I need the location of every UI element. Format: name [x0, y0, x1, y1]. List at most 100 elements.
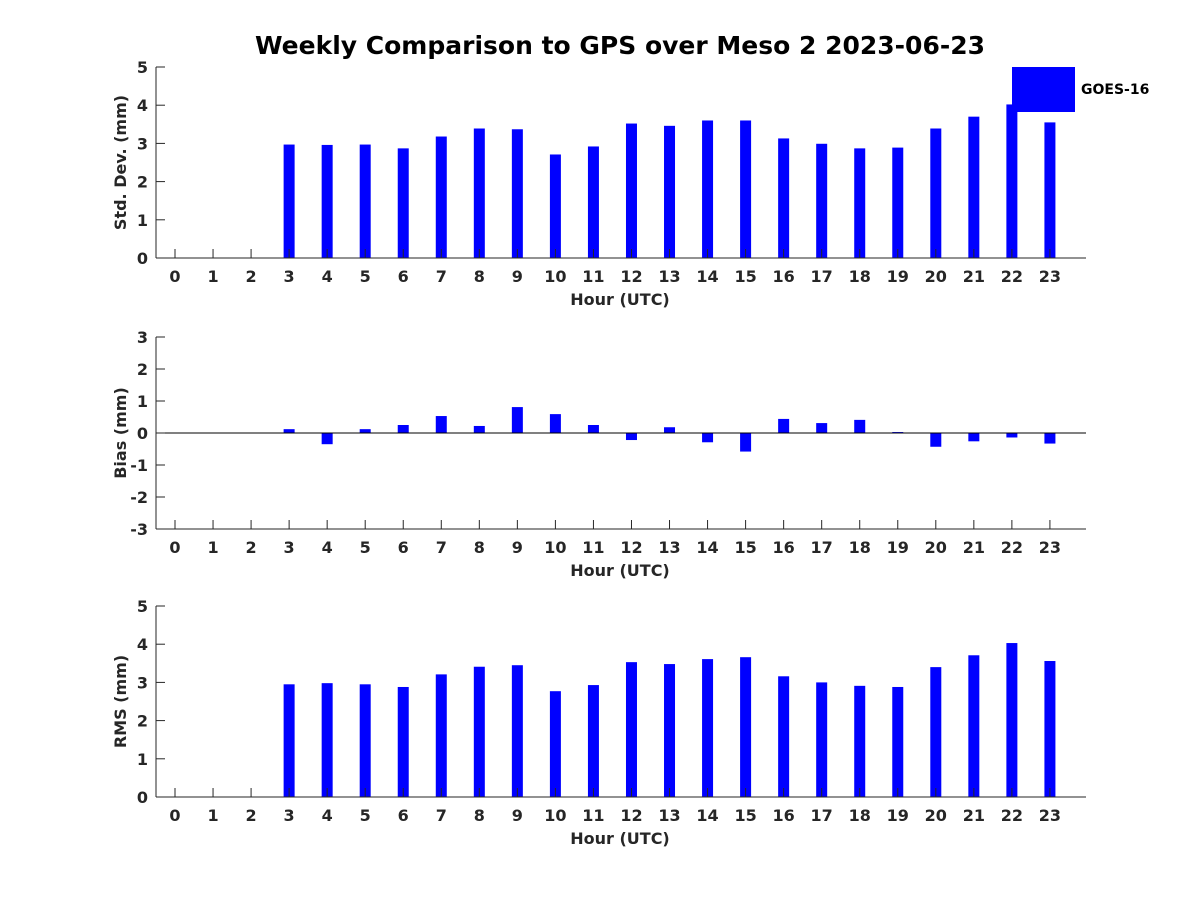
- x-tick-label-rms: 17: [811, 806, 833, 825]
- x-tick-label-bias: 4: [322, 538, 333, 557]
- y-tick-label-std-dev: 2: [137, 173, 148, 192]
- bar-std-dev-hour-12: [625, 123, 637, 258]
- x-tick-label-bias: 0: [169, 538, 180, 557]
- bar-std-dev-hour-17: [816, 143, 828, 258]
- bar-std-dev-hour-14: [702, 120, 714, 258]
- x-tick-label-std-dev: 10: [544, 267, 566, 286]
- x-tick-label-std-dev: 17: [811, 267, 833, 286]
- bar-rms-hour-18: [854, 685, 866, 797]
- y-tick-label-rms: 2: [137, 712, 148, 731]
- bar-std-dev-hour-15: [740, 120, 752, 258]
- bar-bias-hour-9: [511, 407, 523, 433]
- x-tick-label-bias: 22: [1001, 538, 1023, 557]
- bar-rms-hour-17: [816, 682, 828, 797]
- x-tick-label-bias: 2: [246, 538, 257, 557]
- bar-std-dev-hour-21: [968, 116, 980, 258]
- x-tick-label-std-dev: 1: [207, 267, 218, 286]
- bar-std-dev-hour-18: [854, 148, 866, 258]
- bar-std-dev-hour-8: [473, 128, 485, 258]
- y-axis-label-std-dev: Std. Dev. (mm): [111, 95, 130, 230]
- x-tick-label-bias: 12: [620, 538, 642, 557]
- x-tick-label-bias: 20: [925, 538, 947, 557]
- bar-std-dev-hour-19: [892, 147, 904, 258]
- bar-rms-hour-19: [892, 686, 904, 797]
- bar-bias-hour-7: [435, 416, 447, 433]
- y-tick-label-rms: 1: [137, 750, 148, 769]
- bar-bias-hour-21: [968, 433, 980, 442]
- x-tick-label-rms: 18: [849, 806, 871, 825]
- bar-std-dev-hour-23: [1044, 122, 1056, 258]
- legend-swatch: [1012, 67, 1075, 112]
- x-tick-label-std-dev: 23: [1039, 267, 1061, 286]
- y-axis-label-rms: RMS (mm): [111, 655, 130, 748]
- y-tick-label-bias: 2: [137, 360, 148, 379]
- x-tick-label-bias: 11: [582, 538, 604, 557]
- chart-title: Weekly Comparison to GPS over Meso 2 202…: [255, 31, 985, 60]
- y-tick-label-std-dev: 3: [137, 134, 148, 153]
- bar-bias-hour-20: [930, 433, 942, 447]
- bar-rms-hour-11: [587, 685, 599, 797]
- x-tick-label-rms: 11: [582, 806, 604, 825]
- x-tick-label-std-dev: 7: [436, 267, 447, 286]
- bar-rms-hour-16: [778, 676, 790, 797]
- y-tick-label-std-dev: 5: [137, 58, 148, 77]
- x-tick-label-std-dev: 20: [925, 267, 947, 286]
- x-tick-label-std-dev: 6: [398, 267, 409, 286]
- x-tick-label-bias: 19: [887, 538, 909, 557]
- x-tick-label-bias: 17: [811, 538, 833, 557]
- y-tick-label-rms: 5: [137, 597, 148, 616]
- bar-std-dev-hour-22: [1006, 104, 1018, 258]
- bar-rms-hour-13: [664, 664, 676, 797]
- y-tick-label-bias: -2: [130, 488, 148, 507]
- x-tick-label-std-dev: 22: [1001, 267, 1023, 286]
- x-tick-label-rms: 3: [284, 806, 295, 825]
- bar-std-dev-hour-3: [283, 144, 295, 258]
- bar-bias-hour-13: [664, 427, 676, 433]
- x-tick-label-std-dev: 16: [773, 267, 795, 286]
- bar-std-dev-hour-20: [930, 128, 942, 258]
- x-tick-label-rms: 2: [246, 806, 257, 825]
- bar-rms-hour-8: [473, 666, 485, 797]
- x-tick-label-std-dev: 4: [322, 267, 333, 286]
- bar-bias-hour-18: [854, 419, 866, 433]
- x-tick-label-rms: 23: [1039, 806, 1061, 825]
- y-tick-label-std-dev: 0: [137, 249, 148, 268]
- y-tick-label-bias: -3: [130, 520, 148, 539]
- x-tick-label-std-dev: 9: [512, 267, 523, 286]
- bar-bias-hour-16: [778, 418, 790, 433]
- x-tick-label-bias: 5: [360, 538, 371, 557]
- legend: GOES-16: [1012, 67, 1149, 112]
- bar-bias-hour-15: [740, 433, 752, 452]
- x-tick-label-bias: 18: [849, 538, 871, 557]
- x-tick-label-std-dev: 14: [696, 267, 718, 286]
- y-tick-label-rms: 0: [137, 788, 148, 807]
- x-tick-label-std-dev: 12: [620, 267, 642, 286]
- y-tick-label-bias: 1: [137, 392, 148, 411]
- x-tick-label-bias: 10: [544, 538, 566, 557]
- x-tick-label-bias: 6: [398, 538, 409, 557]
- x-tick-label-rms: 0: [169, 806, 180, 825]
- x-tick-label-rms: 19: [887, 806, 909, 825]
- bar-bias-hour-11: [587, 425, 599, 433]
- bar-bias-hour-23: [1044, 433, 1056, 444]
- bar-std-dev-hour-11: [587, 146, 599, 258]
- bar-rms-hour-12: [625, 662, 637, 797]
- x-tick-label-rms: 10: [544, 806, 566, 825]
- bar-std-dev-hour-5: [359, 144, 371, 258]
- x-tick-label-rms: 4: [322, 806, 333, 825]
- y-tick-label-bias: 0: [137, 424, 148, 443]
- x-tick-label-bias: 15: [734, 538, 756, 557]
- bar-std-dev-hour-7: [435, 136, 447, 258]
- bar-rms-hour-3: [283, 684, 295, 797]
- bar-std-dev-hour-16: [778, 138, 790, 258]
- x-tick-label-rms: 9: [512, 806, 523, 825]
- x-tick-label-rms: 7: [436, 806, 447, 825]
- x-tick-label-rms: 6: [398, 806, 409, 825]
- bar-rms-hour-9: [511, 665, 523, 797]
- x-tick-label-rms: 8: [474, 806, 485, 825]
- bar-rms-hour-23: [1044, 661, 1056, 797]
